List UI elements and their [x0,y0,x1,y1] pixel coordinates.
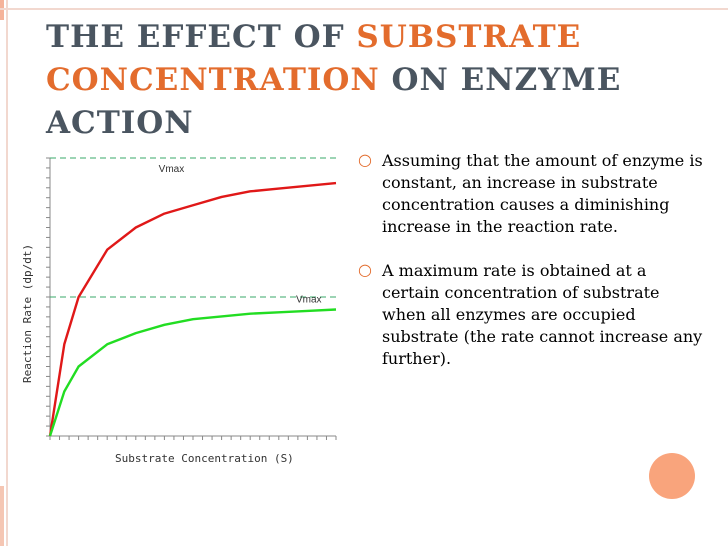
slide-title: THE EFFECT OF SUBSTRATE CONCENTRATION ON… [46,16,706,145]
title-accent: SUBSTRATE CONCENTRATION [46,19,582,98]
green-series-line [48,308,337,437]
x-axis-label: Substrate Concentration (S) [115,452,294,465]
vmax-label: Vmax [159,164,185,175]
x-ticks [49,436,337,440]
vmax-label: Vmax [296,295,322,306]
title-part-1: THE EFFECT OF [46,19,357,55]
corner-accent-bottom [0,486,4,546]
y-ticks [46,157,50,437]
reference-lines [50,157,336,298]
bullet-item: ○ Assuming that the amount of enzyme is … [358,150,708,238]
top-border-line [0,8,728,10]
chart-svg: Vmax Vmax Substrate Concentration (S) Rea… [21,157,337,465]
decorative-circle [649,453,695,499]
hollow-circle-bullet-icon: ○ [358,150,372,169]
annotations: Vmax Vmax [159,164,322,306]
hollow-circle-bullet-icon: ○ [358,260,372,279]
corner-accent-top [0,0,4,20]
chart: Vmax Vmax Substrate Concentration (S) Rea… [16,150,342,470]
bullet-list: ○ Assuming that the amount of enzyme is … [358,150,708,392]
y-axis-label: Reaction Rate (dp/dt) [21,244,34,383]
bullet-text: A maximum rate is obtained at a certain … [382,261,703,368]
title-part-3: ON ENZYME ACTION [46,62,622,141]
left-border-line [6,0,8,546]
series-group [48,181,337,437]
red-series-line [48,181,337,437]
bullet-item: ○ A maximum rate is obtained at a certai… [358,260,708,370]
bullet-text: Assuming that the amount of enzyme is co… [382,151,703,236]
